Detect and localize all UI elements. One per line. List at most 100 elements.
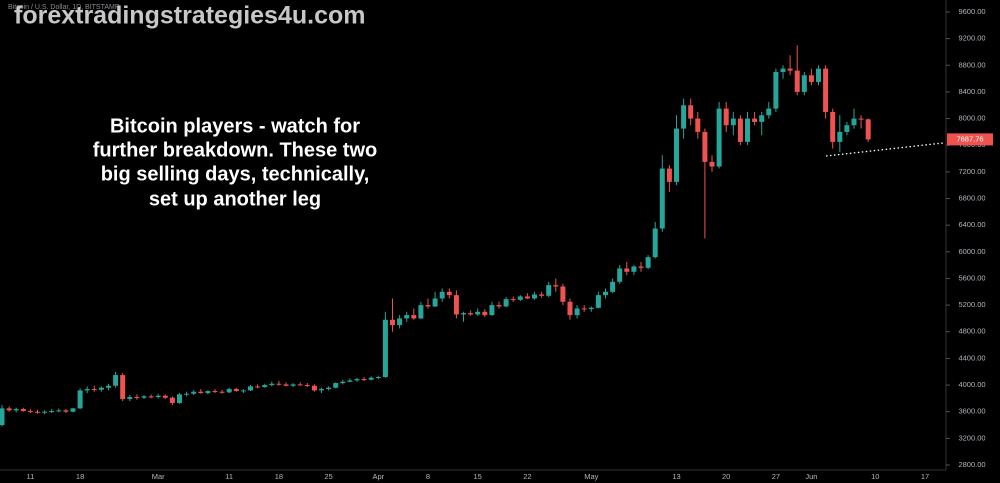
candle-body [390,319,395,326]
candle-body [269,383,275,386]
candle-body [674,128,679,182]
x-tick-label: Mar [152,472,165,481]
candle-body [645,257,651,268]
candle-body [297,384,303,386]
x-tick-label: 18 [76,472,84,481]
candle-body [539,294,545,296]
candles [0,45,871,427]
candle-body [553,285,559,287]
candle-body [865,119,871,140]
y-tick-label: 8400.00 [958,87,985,96]
candle-body [453,295,459,315]
candle-body [56,410,62,412]
candle-body [63,410,69,412]
x-tick-label: 11 [27,472,35,481]
candle-body [745,118,750,142]
candle-body [723,108,729,126]
candle-body [560,286,566,302]
candle-body [830,111,836,142]
candle-body [141,396,147,398]
candle-body [709,161,715,167]
candle-body [77,390,83,409]
x-tick-label: 13 [672,472,680,481]
candle-body [681,105,687,129]
candle-body [311,385,317,391]
candle-body [752,118,758,122]
candle-body [255,386,261,388]
candle-body [49,411,55,413]
candle-body [808,75,814,82]
candle-body [851,118,857,126]
candle-body [155,395,161,398]
candle-body [823,68,829,112]
price-label: 7687.76 [956,134,983,143]
candle-body [319,389,324,391]
y-tick-label: 5600.00 [958,273,985,282]
candle-body [546,285,552,296]
candle-body [425,305,431,307]
candle-body [432,298,438,307]
annotation-line: Bitcoin players - watch for [110,115,360,137]
candle-body [326,387,332,390]
candle-body [70,408,76,412]
candle-body [468,313,474,315]
candle-body [801,75,807,92]
candle-body [595,295,601,308]
candle-body [35,411,40,413]
candle-body [84,389,90,391]
candle-body [482,311,488,316]
candle-body [461,313,466,315]
x-tick-label: 17 [921,472,929,481]
candle-body [858,118,864,120]
candle-body [610,281,616,292]
candle-body [184,393,190,395]
candle-body [588,307,594,310]
candle-body [766,108,772,116]
candle-body [475,311,481,315]
price-label-box [947,133,993,146]
x-tick-label: 22 [523,472,531,481]
x-tick-label: 10 [871,472,879,481]
annotation-line: big selling days, technically, [101,163,370,185]
y-tick-label: 6000.00 [958,247,985,256]
x-tick-label: 18 [275,472,283,481]
candle-body [574,308,580,316]
candle-body [411,315,417,319]
candle-body [120,375,126,400]
candle-body [510,299,516,301]
candle-body [191,391,197,394]
y-tick-label: 4000.00 [958,380,985,389]
candle-body [106,385,111,388]
symbol: Bitcoin / U.S. Dollar, 1D, BITSTAMP [8,4,120,11]
candle-body [113,375,119,386]
candle-body [837,131,843,142]
x-tick-label: May [584,472,598,481]
annotation-line: further breakdown. These two [93,139,377,161]
candle-body [567,301,573,316]
y-tick-label: 3600.00 [958,407,985,416]
y-tick-label: 9200.00 [958,34,985,43]
candle-body [27,411,33,413]
y-tick-label: 5200.00 [958,300,985,309]
candle-body [702,131,708,162]
candle-body [91,389,97,391]
candle-body [290,384,296,386]
annotation-line: set up another leg [149,188,321,210]
watermark: forextradingstrategies4u.com [14,2,366,30]
candle-body [361,379,367,381]
candle-body [98,387,104,390]
candle-body [666,168,672,182]
candle-body [532,294,537,299]
y-tick-label: 4800.00 [958,327,985,336]
candle-body [404,315,410,319]
candle-body [688,105,694,119]
candle-body [177,394,182,404]
candle-body [816,68,821,82]
candle-body [42,411,48,413]
candle-body [397,318,403,326]
candle-body [638,266,644,268]
y-tick-label: 2800.00 [958,460,985,469]
